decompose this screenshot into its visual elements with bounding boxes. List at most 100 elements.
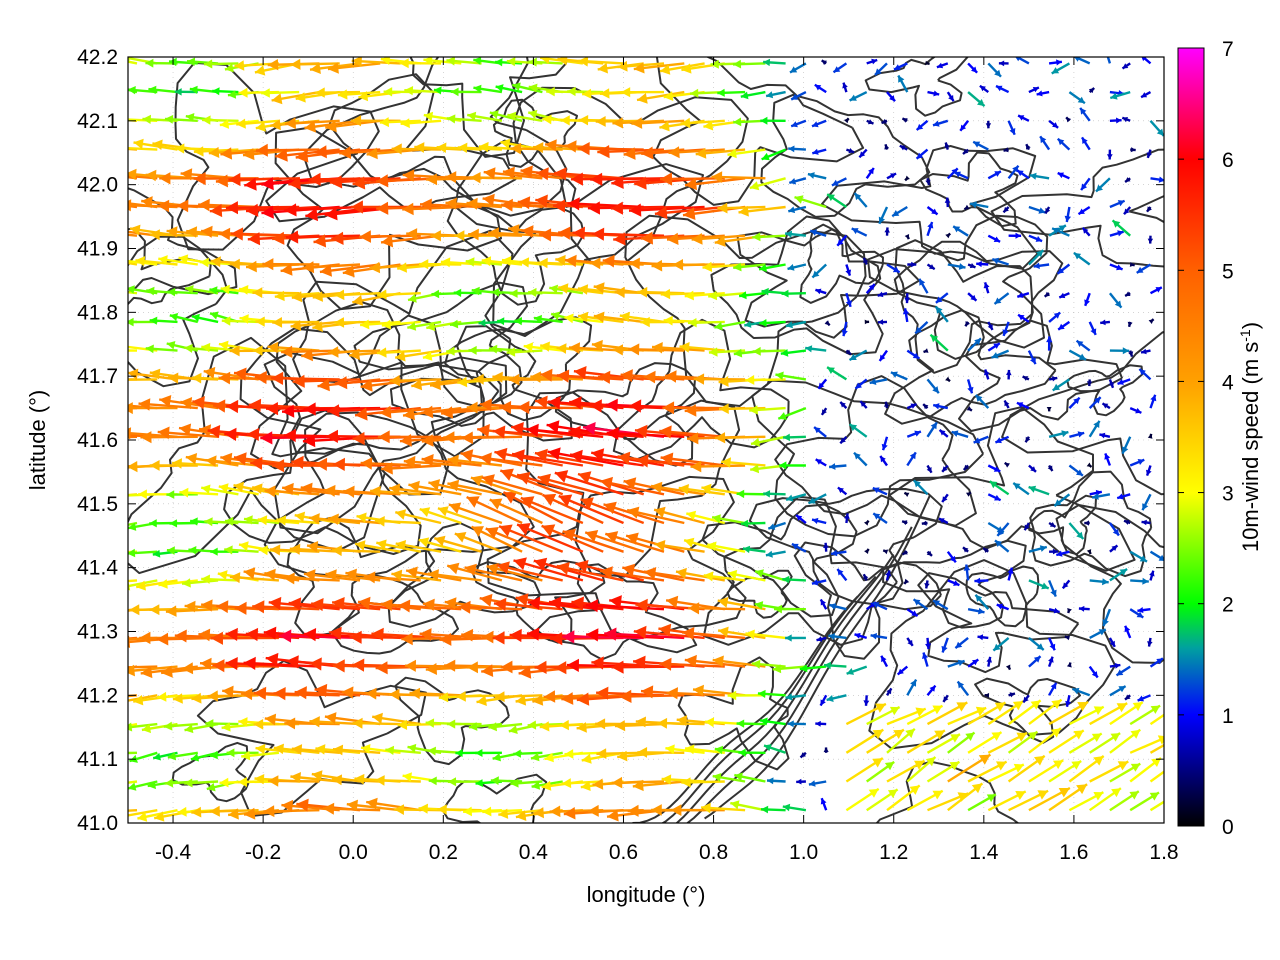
- wind-vector-head: [453, 288, 462, 297]
- wind-vector-head: [591, 656, 604, 670]
- wind-vector-head: [207, 425, 221, 439]
- wind-vector: [717, 202, 766, 214]
- wind-vector-head: [1081, 183, 1088, 191]
- wind-vector: [1068, 732, 1103, 754]
- wind-vector-head: [556, 369, 570, 383]
- wind-vector-head: [217, 570, 228, 580]
- wind-vector: [879, 455, 888, 467]
- wind-vector-head: [447, 777, 457, 787]
- wind-vector-head: [1116, 669, 1124, 676]
- wind-vector-head: [129, 224, 141, 236]
- wind-vector: [959, 120, 970, 132]
- wind-vector-head: [245, 627, 259, 642]
- wind-vector: [848, 423, 868, 438]
- wind-vector-head: [811, 579, 819, 586]
- wind-vector-head: [482, 193, 495, 207]
- wind-vector: [1089, 578, 1109, 586]
- wind-vector-shaft: [547, 450, 624, 467]
- wind-vector-head: [889, 706, 900, 716]
- wind-vector: [610, 201, 685, 215]
- wind-vector-head: [489, 110, 499, 119]
- wind-vector-head: [682, 627, 695, 640]
- wind-vector: [218, 371, 279, 385]
- wind-vector: [865, 167, 875, 179]
- wind-vector-head: [950, 734, 960, 743]
- wind-vector-head: [224, 427, 237, 441]
- wind-vector: [135, 256, 178, 267]
- wind-vector-head: [686, 510, 697, 521]
- wind-vector: [785, 320, 807, 329]
- wind-vector-head: [840, 437, 846, 444]
- wind-vector: [763, 744, 786, 754]
- wind-vector-head: [168, 372, 179, 384]
- wind-vector-head: [902, 308, 910, 315]
- wind-vector: [985, 120, 992, 129]
- wind-vector-head: [237, 777, 247, 787]
- wind-vector-head: [205, 455, 217, 467]
- wind-vector-head: [761, 287, 769, 296]
- wind-vector: [137, 809, 178, 822]
- wind-vector: [136, 579, 178, 591]
- wind-vector-head: [1051, 67, 1060, 74]
- wind-vector-head: [909, 785, 920, 795]
- wind-vector-head: [141, 723, 151, 734]
- wind-vector: [1081, 227, 1091, 237]
- wind-vector-head: [1007, 567, 1014, 574]
- wind-vector: [1048, 430, 1069, 438]
- wind-vector-head: [1032, 87, 1039, 93]
- wind-vector-head: [1051, 376, 1058, 382]
- wind-vector-head: [1026, 144, 1031, 150]
- wind-vector: [466, 111, 503, 122]
- colorbar-tick-label: 4: [1222, 371, 1234, 394]
- wind-vector-head: [549, 805, 561, 818]
- wind-vector-head: [1074, 57, 1080, 62]
- wind-vector-head: [352, 431, 365, 446]
- wind-vector: [1137, 694, 1151, 702]
- wind-vector-head: [284, 717, 296, 730]
- wind-vector: [537, 473, 604, 496]
- wind-vector: [815, 288, 827, 295]
- wind-vector-head: [375, 661, 388, 675]
- wind-vector-head: [691, 233, 703, 245]
- wind-vector-head: [652, 342, 663, 354]
- wind-vector-head: [500, 468, 514, 481]
- wind-vector-head: [398, 599, 411, 613]
- terrain-contour: [736, 228, 920, 339]
- wind-vector: [922, 652, 929, 667]
- wind-vector-head: [841, 329, 848, 337]
- wind-vector-head: [252, 287, 263, 298]
- wind-vector: [885, 687, 893, 696]
- wind-vector-head: [250, 456, 263, 470]
- wind-vector-shaft: [128, 146, 158, 151]
- wind-vector: [843, 117, 850, 124]
- wind-vector-head: [286, 655, 299, 669]
- wind-vector-head: [381, 234, 394, 248]
- terrain-contour: [128, 336, 386, 575]
- wind-vector: [352, 717, 401, 729]
- wind-vector-head: [837, 569, 844, 576]
- wind-vector: [815, 720, 827, 727]
- wind-vector: [759, 717, 786, 726]
- wind-vector: [556, 562, 624, 582]
- wind-vector: [383, 87, 421, 97]
- wind-vector-head: [243, 148, 255, 161]
- wind-vector-head: [721, 457, 731, 468]
- wind-vector: [619, 311, 665, 324]
- wind-vector: [395, 349, 442, 362]
- wind-vector-head: [796, 515, 803, 521]
- wind-vector-head: [551, 311, 560, 321]
- wind-vector: [1012, 482, 1030, 496]
- wind-vector-head: [873, 513, 881, 520]
- wind-vector: [327, 62, 381, 74]
- wind-vector: [987, 731, 1028, 754]
- wind-vector-head: [971, 66, 978, 73]
- wind-vector: [787, 720, 806, 728]
- wind-vector: [1007, 730, 1039, 754]
- wind-vector-head: [313, 234, 327, 248]
- wind-vector: [1149, 550, 1164, 562]
- wind-vector: [128, 259, 158, 266]
- wind-vector: [1129, 458, 1145, 467]
- wind-vector: [1140, 91, 1152, 99]
- wind-vector-head: [910, 679, 917, 687]
- wind-vector: [1109, 230, 1124, 237]
